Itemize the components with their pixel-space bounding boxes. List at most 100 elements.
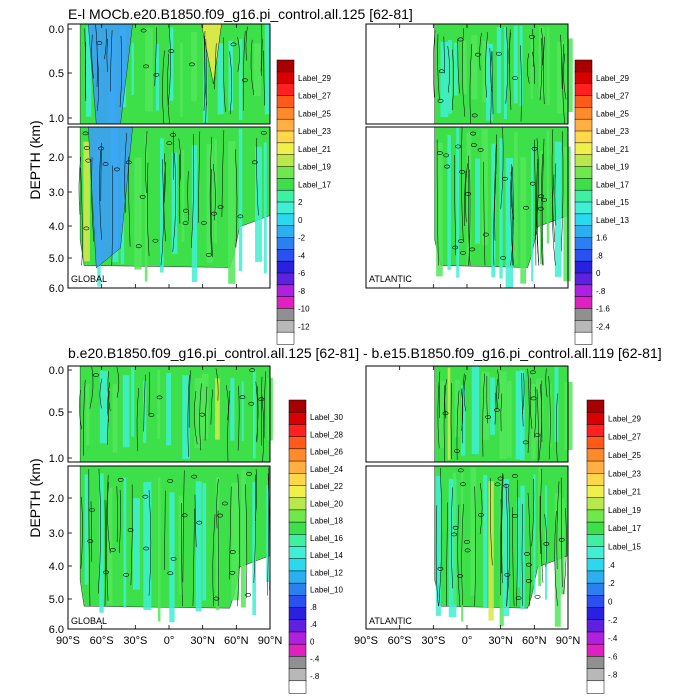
bottom-right-contour-line <box>512 507 515 607</box>
top-left-contour-band <box>85 26 92 117</box>
top-right-contour-line <box>436 139 439 266</box>
colorbar-swatch <box>288 497 307 511</box>
top-left-panel: 0.0 0.5 1.0 2.0 3.0 4.0 5.0 6.0 <box>49 23 271 295</box>
top-left-contour-line <box>263 50 265 106</box>
colorbar-swatch <box>574 107 593 120</box>
bottom-left-contour-band <box>122 375 130 448</box>
colorbar-label: Label_14 <box>310 551 343 560</box>
bottom-left-contour-line <box>130 484 133 586</box>
top-left-contour-line <box>106 38 109 72</box>
bottom-right-contour-band <box>490 377 495 435</box>
top-left-region-label: GLOBAL <box>71 274 107 284</box>
top-right-contour-label <box>500 255 507 260</box>
top-left-contour-line <box>187 171 190 222</box>
bottom-left-contour-line <box>98 468 101 594</box>
bottom-right-contour-line <box>556 481 560 570</box>
top-right-contour-line <box>542 138 545 266</box>
bottom-right-contour-line <box>545 368 548 398</box>
top-right-contour-label <box>529 181 536 186</box>
bottom-right-contour-line <box>474 486 476 607</box>
bottom-left-contour-label <box>246 471 253 476</box>
top-left-contour-band <box>228 40 234 111</box>
top-left-contour-label <box>152 238 159 243</box>
bottom-right-contour-band <box>435 475 441 616</box>
colorbar-label: 0 <box>596 269 601 278</box>
colorbar-swatch <box>288 558 307 572</box>
bottom-right-contour-line <box>461 373 465 444</box>
bottom-left-contour-band <box>240 469 246 608</box>
top-right-contour-band <box>505 158 514 288</box>
bottom-left-contour-line <box>83 379 86 456</box>
top-left-contour-band <box>169 27 174 101</box>
bottom-left-contour-line <box>216 479 219 529</box>
top-left-contour-label <box>168 49 175 53</box>
top-left-contour-line <box>242 30 246 111</box>
plot-panels: 0.0 0.5 1.0 2.0 3.0 4.0 5.0 6.0 0.0 0.5 1.0 2.0 3.0 4… <box>49 23 581 647</box>
bottom-left-colorbar: Label_30 Label_28 Label_26 Label_24 Label_22… <box>288 399 343 694</box>
bottom-left-contour-band <box>202 483 207 601</box>
top-right-contour-line <box>527 53 530 84</box>
colorbar-label: Label_23 <box>298 127 331 136</box>
top-right-contour-line <box>489 48 492 124</box>
bottom-left-contour-band <box>178 495 184 595</box>
top-right-contour-line <box>485 32 488 98</box>
bottom-left-xtick-label: 0° <box>164 635 175 647</box>
colorbar-swatch <box>586 473 605 487</box>
bottom-left-contour-label <box>87 539 94 543</box>
colorbar-label: Label_27 <box>298 92 331 101</box>
colorbar-label: Label_28 <box>310 430 343 439</box>
bottom-left-contour-line <box>187 375 190 457</box>
bottom-left-contour-line <box>199 383 202 451</box>
top-right-contour-band <box>538 26 545 97</box>
top-left-contour-line <box>95 24 98 87</box>
colorbar-swatch <box>574 272 593 286</box>
colorbar-swatch <box>586 570 605 584</box>
bottom-left-contour-line <box>118 489 121 554</box>
top-left-contour-label <box>200 221 207 225</box>
top-right-contour-line <box>494 134 497 241</box>
bottom-right-contour-line <box>482 373 485 457</box>
colorbar-swatch <box>574 130 593 144</box>
top-right-contour-line <box>510 172 514 266</box>
colorbar-swatch <box>574 166 593 179</box>
bottom-right-contour-label <box>493 408 500 413</box>
colorbar-label: -10 <box>298 305 310 314</box>
bottom-right-contour-line <box>529 377 533 429</box>
top-right-contour-label <box>512 76 518 80</box>
colorbar-swatch <box>586 436 605 450</box>
bottom-left-contour-line <box>188 370 191 428</box>
colorbar-label: Label_27 <box>596 92 629 101</box>
top-right-contour-line <box>447 45 450 93</box>
bottom-right-contour-line <box>500 473 503 596</box>
colorbar-swatch <box>288 631 307 645</box>
bottom-left-contour-line <box>116 367 120 398</box>
bottom-left-contour-line <box>192 508 195 607</box>
top-left-contour-band <box>144 133 148 282</box>
top-right-contour-line <box>500 127 504 209</box>
bottom-right-contour-band <box>506 380 512 458</box>
bottom-left-contour-label <box>143 546 150 551</box>
bottom-left-contour-band <box>132 498 140 590</box>
top-left-contour-line <box>223 37 226 112</box>
colorbar-swatch <box>276 308 295 321</box>
bottom-right-xtick-label: 90°N <box>556 635 581 647</box>
bottom-left-contour-line <box>143 374 146 432</box>
colorbar-swatch <box>586 607 605 621</box>
colorbar-swatch <box>574 154 593 168</box>
top-right-contour-label <box>436 151 443 155</box>
top-left-contour-band <box>228 141 236 284</box>
top-right-contour-label <box>460 250 466 255</box>
colorbar-swatch <box>276 95 295 108</box>
top-right-contour-band <box>466 132 472 266</box>
top-left-contour-line <box>109 29 113 92</box>
bottom-right-contour-band <box>564 381 573 451</box>
top-right-contour-band <box>499 138 503 279</box>
top-left-contour-line <box>205 38 207 124</box>
bottom-left-contour-label <box>258 397 265 402</box>
bottom-right-contour-label <box>534 594 541 599</box>
top-right-contour-line <box>539 38 543 101</box>
top-right-contour-band <box>514 131 518 265</box>
colorbar-label: -2 <box>298 234 306 243</box>
top-left-contour-line <box>172 152 177 253</box>
top-right-contour-band <box>539 150 543 265</box>
